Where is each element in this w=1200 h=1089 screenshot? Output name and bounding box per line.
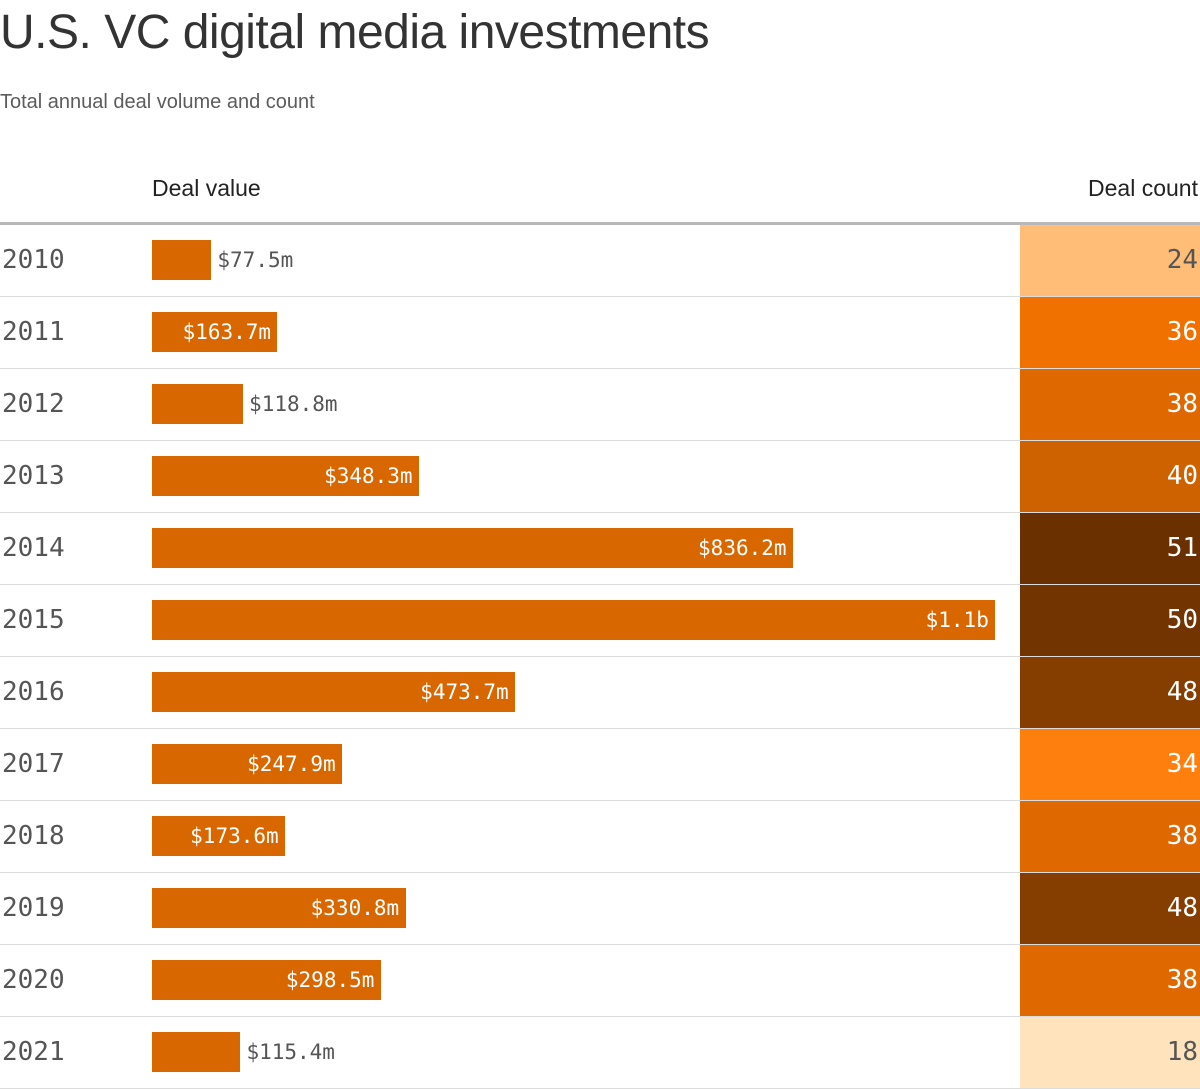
deal-count-label: 24 bbox=[1166, 245, 1198, 275]
year-label: 2012 bbox=[2, 389, 65, 419]
deal-count-label: 40 bbox=[1166, 461, 1198, 491]
deal-value-label: $298.5m bbox=[285, 968, 375, 992]
deal-value-bar bbox=[152, 240, 212, 280]
deal-value-label: $1.1b bbox=[925, 608, 989, 632]
year-label: 2014 bbox=[2, 533, 65, 563]
deal-value-bar bbox=[152, 960, 381, 1000]
chart-row: 2020 $298.5m 38 bbox=[0, 945, 1200, 1017]
deal-value-label: $473.7m bbox=[420, 680, 509, 704]
deal-value-label: $836.2m bbox=[698, 536, 787, 560]
deal-count-cell: 38 bbox=[1020, 945, 1200, 1016]
chart-row: 2010 $77.5m 24 bbox=[0, 225, 1200, 297]
chart-row: 2012 $118.8m 38 bbox=[0, 369, 1200, 441]
deal-count-cell: 36 bbox=[1020, 297, 1200, 368]
deal-value-label: $77.5m bbox=[217, 248, 294, 272]
deal-count-cell: 34 bbox=[1020, 729, 1200, 800]
year-label: 2021 bbox=[2, 1037, 65, 1067]
row-divider bbox=[0, 584, 1200, 585]
deal-count-label: 38 bbox=[1166, 821, 1198, 851]
deal-count-label: 36 bbox=[1166, 317, 1198, 347]
deal-count-header: Deal count bbox=[1088, 175, 1198, 201]
deal-value-label: $163.7m bbox=[182, 320, 272, 344]
deal-value-label: $247.9m bbox=[247, 752, 336, 776]
row-divider bbox=[0, 440, 1200, 441]
year-label: 2017 bbox=[2, 749, 65, 779]
deal-count-label: 18 bbox=[1166, 1037, 1198, 1067]
chart-row: 2014 $836.2m 51 bbox=[0, 513, 1200, 585]
chart-row: 2011 $163.7m 36 bbox=[0, 297, 1200, 369]
chart-row: 2018 $173.6m 38 bbox=[0, 801, 1200, 873]
deal-value-bar bbox=[152, 816, 286, 856]
deal-count-cell: 48 bbox=[1020, 873, 1200, 944]
deal-value-label: $173.6m bbox=[190, 824, 279, 848]
year-label: 2016 bbox=[2, 677, 65, 707]
deal-value-label: $118.8m bbox=[249, 392, 338, 416]
row-divider bbox=[0, 368, 1200, 369]
row-divider bbox=[0, 296, 1200, 297]
deal-count-label: 38 bbox=[1166, 965, 1198, 995]
row-divider bbox=[0, 1016, 1200, 1017]
chart-row: 2017 $247.9m 34 bbox=[0, 729, 1200, 801]
deal-count-cell: 38 bbox=[1020, 369, 1200, 440]
deal-count-cell: 24 bbox=[1020, 225, 1200, 296]
deal-count-label: 51 bbox=[1166, 533, 1198, 563]
chart-title: U.S. VC digital media investments bbox=[0, 6, 710, 59]
header-divider bbox=[0, 222, 1200, 225]
deal-value-label: $115.4m bbox=[246, 1040, 335, 1064]
year-label: 2020 bbox=[2, 965, 65, 995]
row-divider bbox=[0, 656, 1200, 657]
deal-count-cell: 50 bbox=[1020, 585, 1200, 656]
deal-value-bar bbox=[152, 744, 342, 784]
deal-value-bar bbox=[152, 456, 419, 496]
year-label: 2010 bbox=[2, 245, 65, 275]
row-divider bbox=[0, 728, 1200, 729]
deal-count-label: 38 bbox=[1166, 389, 1198, 419]
deal-value-label: $348.3m bbox=[324, 464, 413, 488]
chart-row: 2013 $348.3m 40 bbox=[0, 441, 1200, 513]
deal-count-cell: 51 bbox=[1020, 513, 1200, 584]
chart-row: 2019 $330.8m 48 bbox=[0, 873, 1200, 945]
deal-count-label: 48 bbox=[1166, 677, 1198, 707]
deal-value-bar bbox=[152, 1032, 241, 1072]
deal-count-cell: 40 bbox=[1020, 441, 1200, 512]
year-label: 2019 bbox=[2, 893, 65, 923]
deal-value-bar bbox=[152, 384, 244, 424]
row-divider bbox=[0, 512, 1200, 513]
deal-value-bar bbox=[152, 312, 278, 352]
chart-row: 2015 $1.1b 50 bbox=[0, 585, 1200, 657]
deal-value-bar bbox=[152, 672, 516, 712]
chart-subtitle: Total annual deal volume and count bbox=[0, 91, 315, 113]
deal-count-cell: 48 bbox=[1020, 657, 1200, 728]
deal-value-bar bbox=[152, 888, 406, 928]
deal-count-label: 34 bbox=[1166, 749, 1198, 779]
deal-count-label: 50 bbox=[1166, 605, 1198, 635]
year-label: 2015 bbox=[2, 605, 65, 635]
row-divider bbox=[0, 800, 1200, 801]
deal-count-cell: 38 bbox=[1020, 801, 1200, 872]
year-label: 2011 bbox=[2, 317, 65, 347]
deal-count-cell: 18 bbox=[1020, 1017, 1200, 1088]
deal-value-bar bbox=[152, 528, 793, 568]
row-divider bbox=[0, 944, 1200, 945]
deal-value-header: Deal value bbox=[152, 175, 261, 201]
row-divider bbox=[0, 872, 1200, 873]
year-label: 2018 bbox=[2, 821, 65, 851]
deal-value-label: $330.8m bbox=[310, 896, 400, 920]
chart-row: 2016 $473.7m 48 bbox=[0, 657, 1200, 729]
deal-value-bar bbox=[152, 600, 996, 640]
chart-row: 2021 $115.4m 18 bbox=[0, 1017, 1200, 1089]
deal-count-label: 48 bbox=[1166, 893, 1198, 923]
year-label: 2013 bbox=[2, 461, 65, 491]
